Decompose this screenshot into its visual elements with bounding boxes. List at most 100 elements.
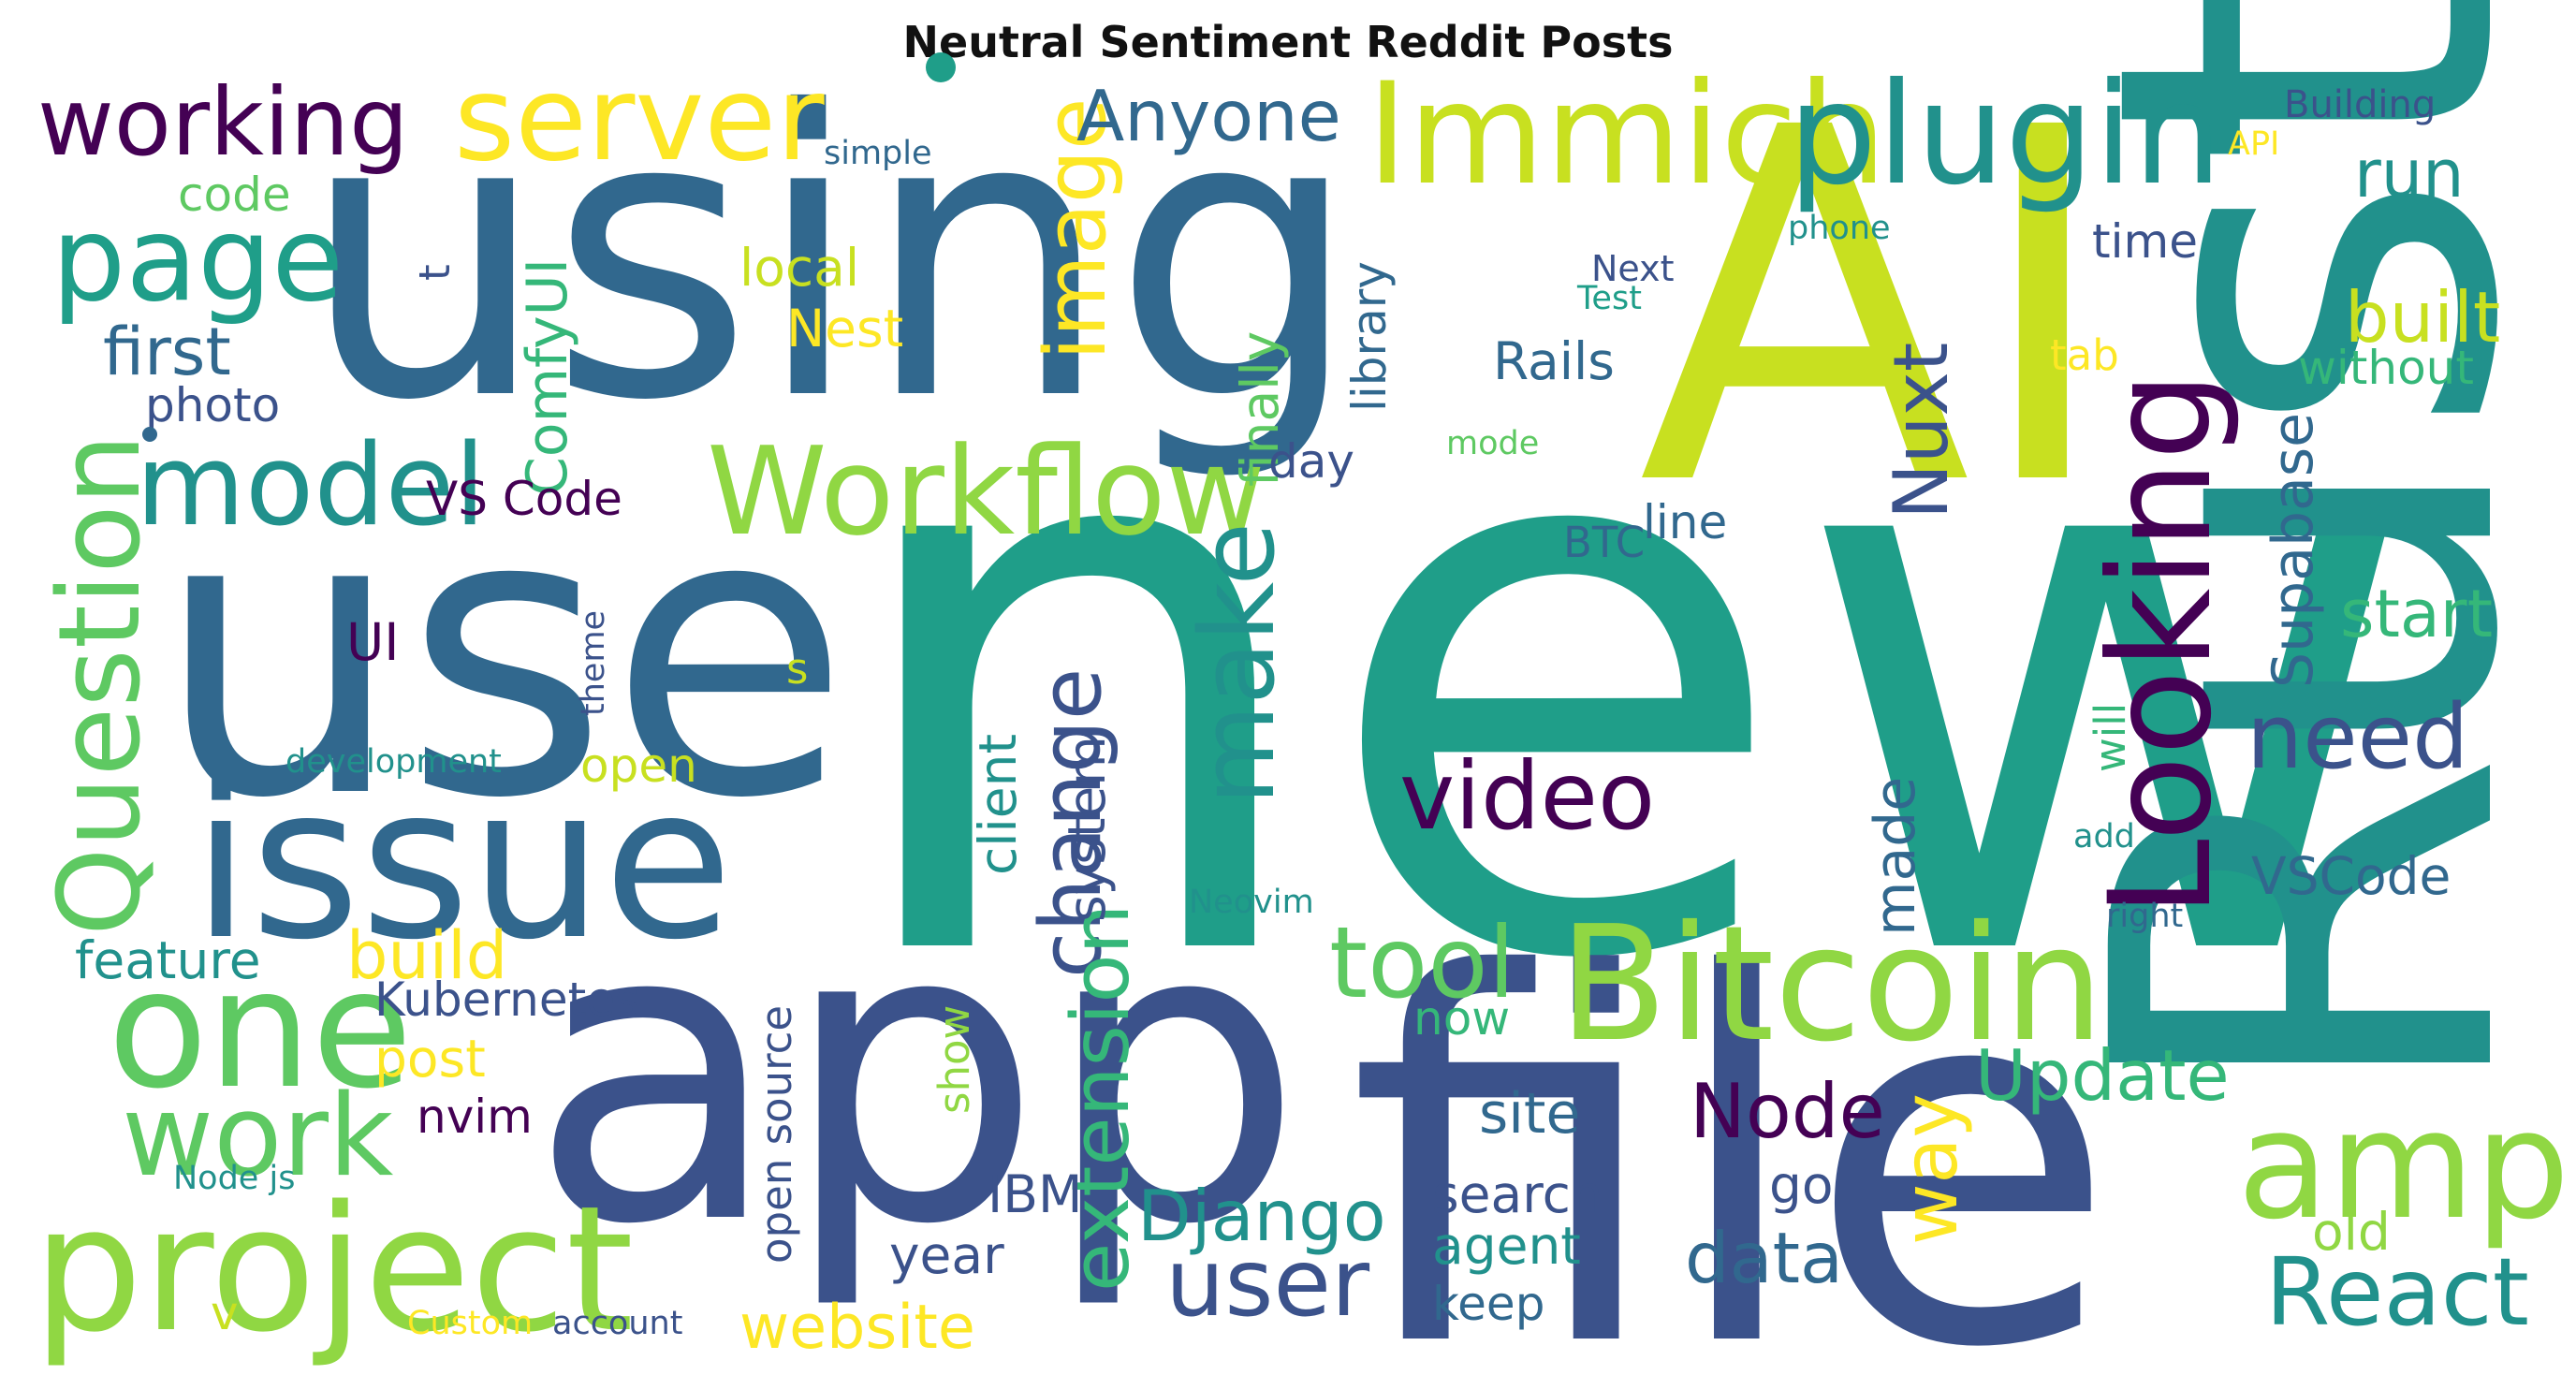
word-file: file xyxy=(1348,870,2117,1375)
word-year: year xyxy=(889,1225,1004,1285)
word-agent: agent xyxy=(1432,1216,1581,1276)
word-node-js: Node js xyxy=(173,1160,295,1197)
word-tab: tab xyxy=(2050,330,2119,380)
word-new: new xyxy=(833,234,2420,1127)
word-go: go xyxy=(1769,1155,1834,1215)
word-looking: Looking xyxy=(2080,372,2243,917)
word-work: work xyxy=(122,1072,394,1202)
word-built: built xyxy=(2345,276,2500,358)
word-keep: keep xyxy=(1432,1277,1544,1331)
word-custom: Custom xyxy=(407,1305,533,1342)
word-account: account xyxy=(552,1305,682,1342)
word-phone: phone xyxy=(1788,210,1891,247)
word-issue: issue xyxy=(192,741,733,987)
word-code: code xyxy=(178,168,291,222)
word-update: Update xyxy=(1975,1034,2230,1117)
word-first: first xyxy=(103,314,231,390)
word-way: way xyxy=(1887,1093,1974,1245)
word-site: site xyxy=(1479,1081,1580,1147)
word-mode: mode xyxy=(1446,425,1539,462)
word-website: website xyxy=(739,1293,975,1363)
word-working: working xyxy=(37,67,409,177)
word-run: run xyxy=(2354,136,2465,212)
word-ai: AI xyxy=(1638,25,2115,592)
figure-title: Neutral Sentiment Reddit Posts xyxy=(902,17,1674,67)
word-local: local xyxy=(739,238,859,298)
word-v: v xyxy=(211,1286,239,1340)
word-server: server xyxy=(454,51,825,187)
word-tool: tool xyxy=(1329,906,1515,1020)
word-rails: Rails xyxy=(1493,331,1615,391)
word-theme: theme xyxy=(575,610,612,716)
word-system: system xyxy=(1057,736,1117,922)
word-image: image xyxy=(1027,98,1125,360)
word-nest: Nest xyxy=(786,299,903,358)
word-line: line xyxy=(1643,495,1727,549)
word-need: need xyxy=(2247,686,2468,789)
word-plugin: plugin xyxy=(1788,53,2222,216)
word-question: Question xyxy=(36,433,166,936)
word-made: made xyxy=(1863,777,1928,936)
word-open: open xyxy=(580,739,697,793)
word-search: search xyxy=(1432,1164,1603,1224)
word-day: day xyxy=(1268,434,1354,489)
word-extension: extension xyxy=(1055,904,1148,1292)
word-old: old xyxy=(2312,1202,2391,1262)
word-show: show xyxy=(929,1005,979,1114)
dot-mark xyxy=(926,52,956,82)
word-add: add xyxy=(2073,818,2135,856)
word-client: client xyxy=(968,734,1028,875)
word-use: use xyxy=(154,427,850,885)
word-right: right xyxy=(2106,898,2183,935)
word-next: Next xyxy=(1591,248,1675,289)
word-workflow: Workflow xyxy=(707,420,1266,563)
word-open-source: open source xyxy=(752,1005,801,1264)
word-will: will xyxy=(2086,703,2135,772)
word-amp: amp xyxy=(2237,1077,2569,1252)
word-photo: photo xyxy=(145,378,280,432)
word-page: page xyxy=(51,192,344,328)
word-immich: Immich xyxy=(1367,53,1887,216)
word-nuxt: Nuxt xyxy=(1878,343,1965,519)
word-simple: simple xyxy=(824,135,932,172)
word-react: React xyxy=(2265,1237,2529,1347)
word-anyone: Anyone xyxy=(1076,75,1341,157)
word-make: make xyxy=(1178,522,1297,805)
word-now: now xyxy=(1413,991,1510,1046)
word-app: app xyxy=(529,835,1304,1314)
word-s: s xyxy=(786,644,808,694)
word-kubernetes: Kubernetes xyxy=(374,973,639,1027)
word-library: library xyxy=(1342,261,1397,412)
word-post: post xyxy=(374,1029,486,1089)
word-neovim: Neovim xyxy=(1189,884,1314,921)
word-project: project xyxy=(33,1168,634,1370)
word-data: data xyxy=(1685,1217,1843,1299)
word-t: t xyxy=(410,264,460,281)
word-api: API xyxy=(2228,125,2279,163)
word-change: change xyxy=(1022,668,1120,978)
word-vs-code: VS Code xyxy=(426,472,622,526)
word-nvim: nvim xyxy=(417,1090,533,1144)
word-rust: Rust xyxy=(2004,0,2576,1114)
word-vscode: VSCode xyxy=(2251,846,2451,906)
word-ibm: IBM xyxy=(988,1164,1082,1224)
word-user: user xyxy=(1165,1228,1370,1338)
word-time: time xyxy=(2092,214,2198,269)
word-django: Django xyxy=(1137,1175,1386,1257)
word-feature: feature xyxy=(75,930,261,990)
word-video: video xyxy=(1399,741,1655,851)
word-start: start xyxy=(2340,576,2493,652)
word-test: Test xyxy=(1576,280,1642,317)
word-btc: BTC xyxy=(1563,518,1645,567)
word-without: without xyxy=(2298,341,2474,395)
word-one: one xyxy=(108,935,413,1125)
word-bitcoin: Bitcoin xyxy=(1559,892,2104,1077)
word-building: Building xyxy=(2284,83,2436,126)
word-model: model xyxy=(136,421,486,551)
word-supabase: Supabase xyxy=(2261,413,2326,688)
dot-mark xyxy=(142,427,157,442)
word-ui: UI xyxy=(346,612,399,672)
word-node: Node xyxy=(1690,1068,1885,1155)
word-development: development xyxy=(285,743,502,781)
